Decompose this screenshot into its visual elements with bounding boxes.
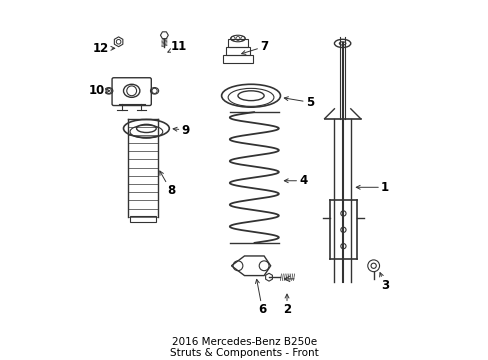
Text: 10: 10 [88, 84, 110, 97]
Text: 9: 9 [173, 123, 189, 136]
FancyBboxPatch shape [112, 78, 151, 105]
Text: 7: 7 [241, 40, 267, 54]
Text: 8: 8 [160, 171, 175, 197]
Text: 1: 1 [356, 181, 388, 194]
Polygon shape [114, 37, 122, 47]
Polygon shape [265, 273, 272, 281]
Polygon shape [231, 256, 270, 276]
Text: 2016 Mercedes-Benz B250e
Struts & Components - Front: 2016 Mercedes-Benz B250e Struts & Compon… [170, 337, 318, 358]
Text: 3: 3 [379, 273, 388, 292]
Bar [130, 216, 156, 222]
Text: 6: 6 [255, 279, 266, 316]
Bar [228, 39, 247, 47]
Text: 4: 4 [284, 174, 307, 187]
Text: 2: 2 [283, 294, 290, 316]
Polygon shape [160, 32, 168, 39]
Text: 5: 5 [284, 96, 313, 109]
Text: 11: 11 [167, 40, 187, 53]
Bar [225, 47, 250, 55]
Bar [223, 55, 252, 63]
Text: 12: 12 [93, 42, 115, 55]
